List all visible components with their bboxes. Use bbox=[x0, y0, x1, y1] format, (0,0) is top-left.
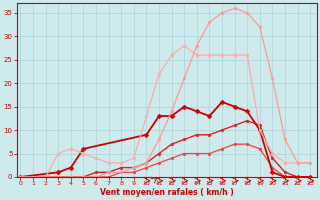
X-axis label: Vent moyen/en rafales ( km/h ): Vent moyen/en rafales ( km/h ) bbox=[100, 188, 234, 197]
